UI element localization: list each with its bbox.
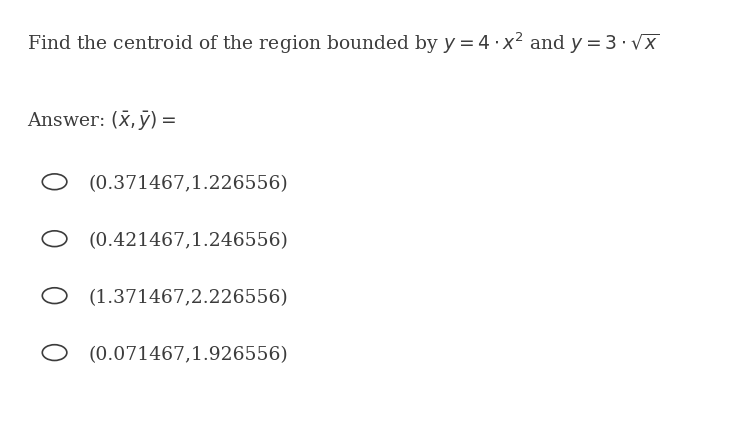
Text: Find the centroid of the region bounded by $y = 4 \cdot x^2$ and $y = 3 \cdot \s: Find the centroid of the region bounded … [27,31,661,56]
Text: (0.071467,1.926556): (0.071467,1.926556) [89,346,289,364]
Text: (1.371467,2.226556): (1.371467,2.226556) [89,289,289,307]
Text: (0.371467,1.226556): (0.371467,1.226556) [89,175,289,193]
Text: (0.421467,1.246556): (0.421467,1.246556) [89,232,289,250]
Text: Answer: $(\bar{x}, \bar{y}) =$: Answer: $(\bar{x}, \bar{y}) =$ [27,110,177,133]
